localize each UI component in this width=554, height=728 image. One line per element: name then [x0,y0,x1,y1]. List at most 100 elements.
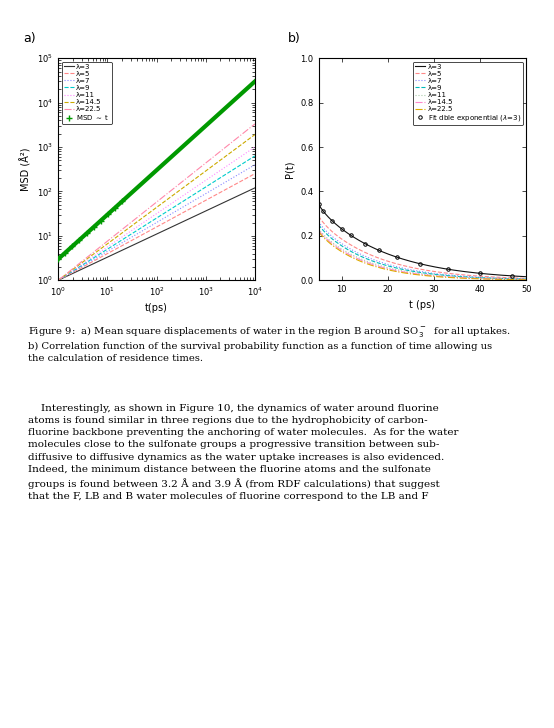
λ=7 [315,218,322,226]
λ=11 [198,179,204,188]
Fit dble exponential ($\lambda$=3) [338,224,345,233]
λ=7 [316,218,322,227]
λ=11 [79,260,85,269]
λ=5 [504,273,510,282]
λ=22.5 [315,227,322,236]
MSD $\sim$ t [197,127,203,135]
λ=11 [315,224,322,233]
λ=7 [438,270,445,279]
λ=5 [523,274,530,282]
MSD $\sim$ t [198,126,204,135]
λ=22.5 [197,163,203,172]
Fit dble exponential ($\lambda$=3) [329,217,336,226]
MSD $\sim$ t [178,143,185,151]
λ=7 [504,274,510,282]
λ=7 [119,238,126,247]
MSD $\sim$ t [55,255,61,264]
λ=3 [252,183,258,192]
λ=22.5 [79,257,85,266]
λ=3 [198,209,204,218]
Fit dble exponential ($\lambda$=3) [444,265,451,274]
λ=9 [55,276,61,285]
λ=7 [490,274,497,282]
Text: Figure 9:  a) Mean square displacements of water in the region B around SO$_3^-$: Figure 9: a) Mean square displacements o… [28,324,510,363]
λ=7 [79,262,85,271]
MSD $\sim$ t [252,77,258,86]
λ=5 [490,273,497,282]
λ=3 [443,264,449,273]
λ=14.5 [252,130,258,139]
λ=3 [504,272,510,280]
λ=11 [178,192,185,201]
λ=7 [55,276,61,285]
λ=9 [178,198,185,207]
λ=5 [198,199,204,207]
λ=9 [315,220,322,229]
λ=11 [55,276,61,285]
λ=9 [443,271,449,280]
Line: λ=11: λ=11 [58,147,255,280]
λ=3 [178,218,185,226]
λ=22.5 [504,275,510,284]
λ=22.5 [252,119,258,128]
λ=7 [252,160,258,169]
Fit dble exponential ($\lambda$=3) [315,200,322,209]
Y-axis label: P(t): P(t) [285,160,295,178]
λ=5 [252,170,258,178]
λ=5 [133,234,140,242]
Line: λ=3: λ=3 [319,205,526,277]
λ=3 [316,201,322,210]
MSD $\sim$ t [133,184,140,193]
λ=3 [315,200,322,209]
MSD $\sim$ t [119,197,126,205]
λ=14.5 [55,276,61,285]
λ=14.5 [490,274,497,283]
Y-axis label: MSD (Å²): MSD (Å²) [20,148,32,191]
Fit dble exponential ($\lambda$=3) [417,259,423,268]
λ=7 [439,270,445,279]
Line: λ=9: λ=9 [319,224,526,280]
λ=9 [316,221,322,230]
λ=14.5 [315,226,322,234]
λ=9 [490,274,497,282]
λ=11 [316,225,322,234]
λ=9 [79,261,85,269]
λ=5 [438,268,445,277]
Line: λ=5: λ=5 [58,174,255,280]
Line: λ=11: λ=11 [319,229,526,280]
λ=3 [490,270,497,279]
λ=7 [178,203,185,212]
X-axis label: t (ps): t (ps) [409,300,435,309]
λ=7 [133,230,140,239]
λ=14.5 [197,171,203,180]
Line: λ=3: λ=3 [58,188,255,280]
Fit dble exponential ($\lambda$=3) [477,269,484,277]
λ=22.5 [443,273,449,282]
Line: MSD $\sim$ t: MSD $\sim$ t [58,82,255,259]
Fit dble exponential ($\lambda$=3) [394,253,401,261]
Line: λ=22.5: λ=22.5 [58,124,255,280]
λ=22.5 [439,273,445,282]
Line: λ=7: λ=7 [58,165,255,280]
λ=14.5 [504,275,510,284]
Line: λ=22.5: λ=22.5 [319,232,526,280]
λ=22.5 [55,276,61,285]
λ=3 [438,264,445,272]
MSD $\sim$ t [79,234,85,242]
λ=22.5 [178,178,185,186]
λ=3 [197,209,203,218]
λ=9 [523,275,530,284]
λ=7 [523,274,530,283]
λ=22.5 [316,228,322,237]
λ=5 [197,199,203,207]
λ=14.5 [523,275,530,284]
λ=7 [198,192,204,201]
Fit dble exponential ($\lambda$=3) [375,246,382,255]
λ=9 [198,186,204,194]
λ=14.5 [133,218,140,227]
λ=5 [316,213,322,221]
Legend: λ=3, λ=5, λ=7, λ=9, λ=11, λ=14.5, λ=22.5, MSD $\sim$ t: λ=3, λ=5, λ=7, λ=9, λ=11, λ=14.5, λ=22.5… [61,62,112,124]
λ=14.5 [119,229,126,237]
λ=22.5 [198,162,204,171]
λ=11 [438,272,445,280]
